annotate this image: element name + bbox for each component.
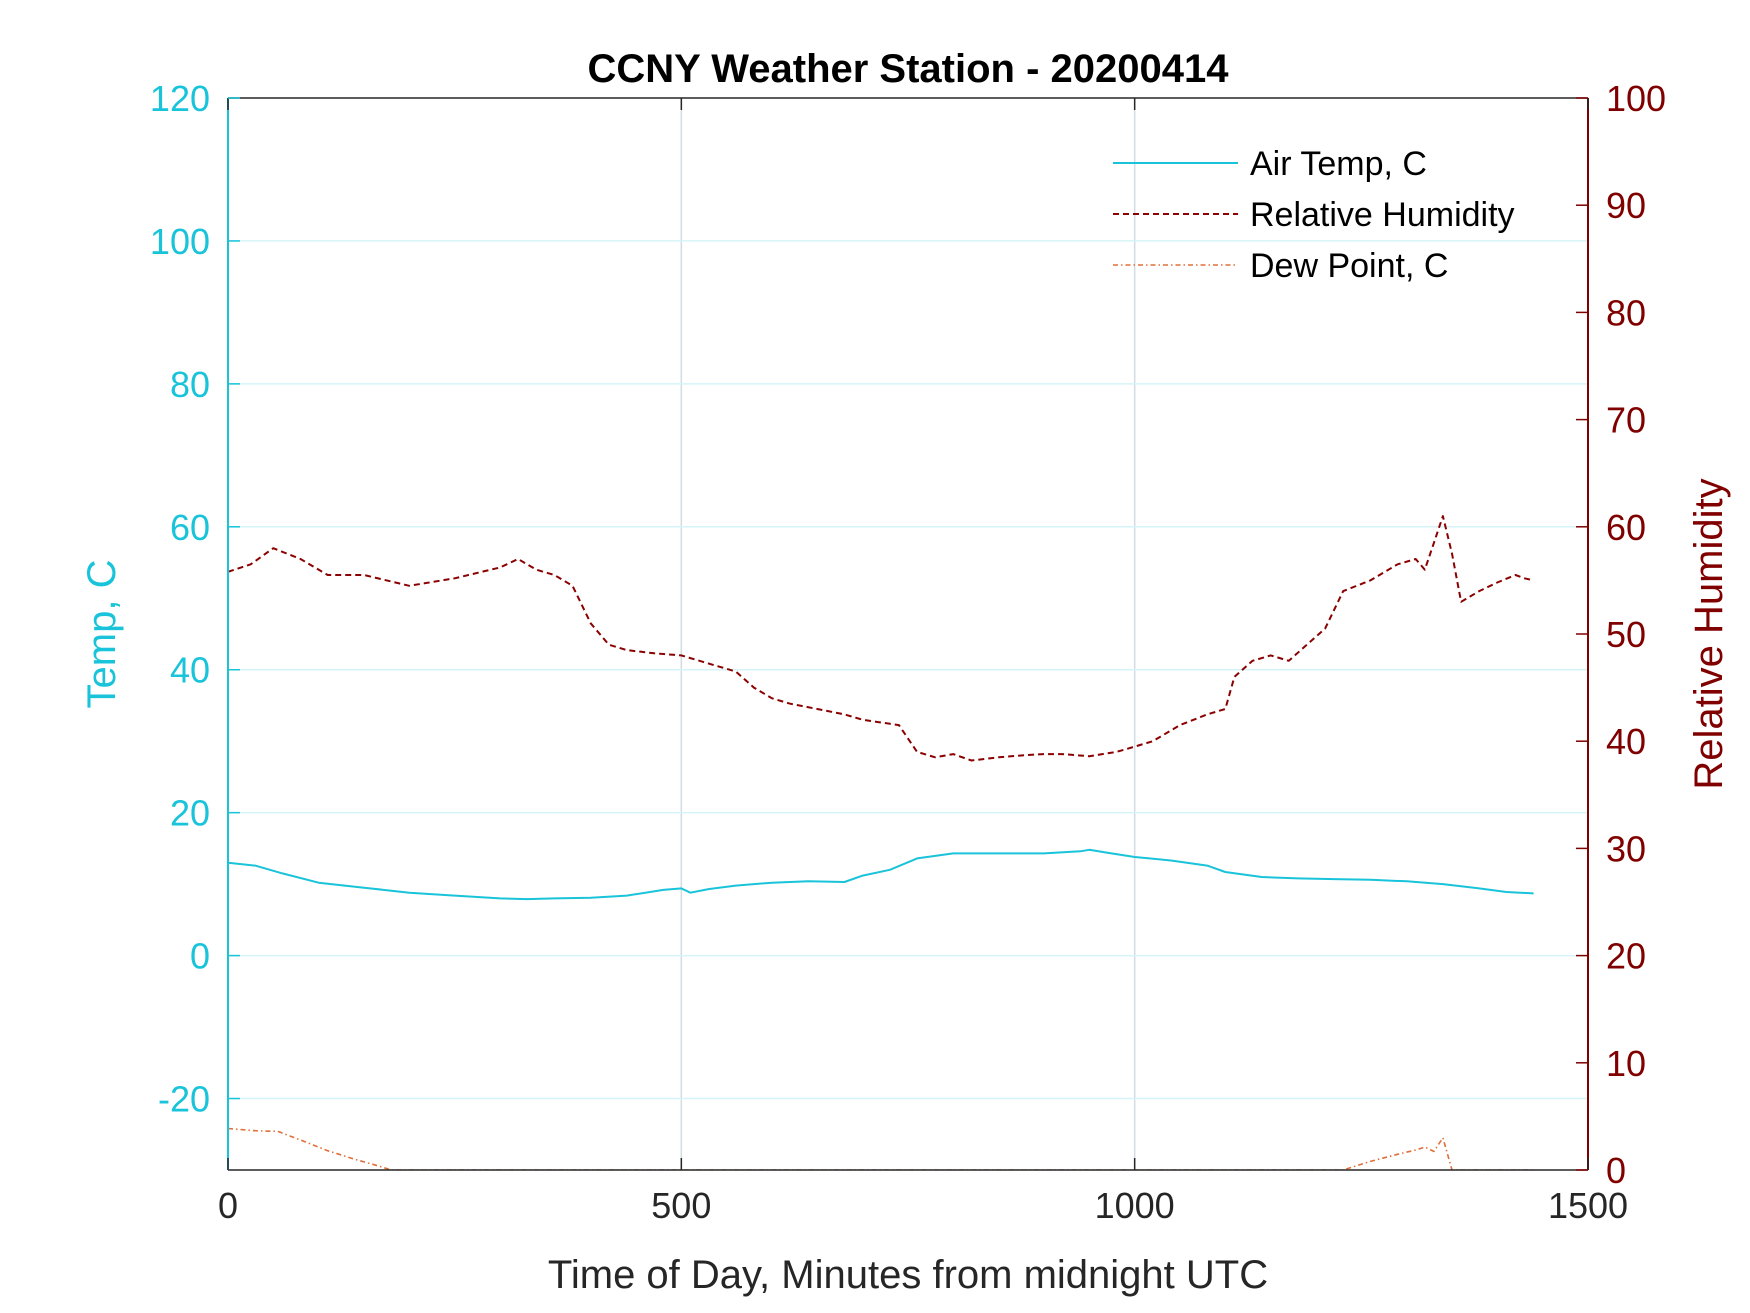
legend: Air Temp, C Relative Humidity Dew Point, C [1113,145,1515,285]
legend-entry: Dew Point, C [1250,247,1448,285]
y-tick-label-left: 0 [190,936,210,977]
tick-labels: 0 500 1000 1500 -20 0 20 40 60 80 100 120 0 10 20 30 40 5… [150,78,1666,1226]
y-axis-label-right: Relative Humidity [1687,478,1731,789]
y-tick-label-left: 120 [150,78,210,119]
y-tick-label-left: -20 [158,1079,210,1120]
y-tick-label-left: 20 [170,793,210,834]
legend-entry: Air Temp, C [1250,145,1427,183]
y-tick-label-right: 30 [1606,828,1646,869]
y-axis-label-left: Temp, C [80,560,124,709]
plot-area [228,98,1588,1170]
series-line-air-temp [228,848,1534,901]
grid-lines [228,98,1588,1170]
series-line-dew-point [228,1127,1534,1170]
y-tick-label-right: 80 [1606,292,1646,333]
legend-entry: Relative Humidity [1250,196,1515,234]
x-axis-label: Time of Day, Minutes from midnight UTC [548,1253,1268,1297]
y-tick-label-right: 20 [1606,936,1646,977]
y-tick-label-right: 0 [1606,1150,1626,1191]
y-tick-label-right: 40 [1606,721,1646,762]
series-layer [228,515,1534,1170]
tick-marks [227,97,1589,1171]
y-tick-label-left: 80 [170,364,210,405]
x-tick-label: 1000 [1095,1185,1175,1226]
y-tick-label-left: 40 [170,650,210,691]
y-tick-label-right: 90 [1606,185,1646,226]
y-tick-label-right: 70 [1606,400,1646,441]
x-tick-label: 0 [218,1185,238,1226]
y-tick-label-left: 60 [170,507,210,548]
y-tick-label-right: 100 [1606,78,1666,119]
y-tick-label-left: 100 [150,221,210,262]
x-tick-label: 1500 [1548,1185,1628,1226]
series-line-relative-humidity [228,515,1534,762]
y-tick-label-right: 10 [1606,1043,1646,1084]
x-tick-label: 500 [651,1185,711,1226]
y-tick-label-right: 60 [1606,507,1646,548]
chart-title: CCNY Weather Station - 20200414 [588,47,1230,91]
y-tick-label-right: 50 [1606,614,1646,655]
